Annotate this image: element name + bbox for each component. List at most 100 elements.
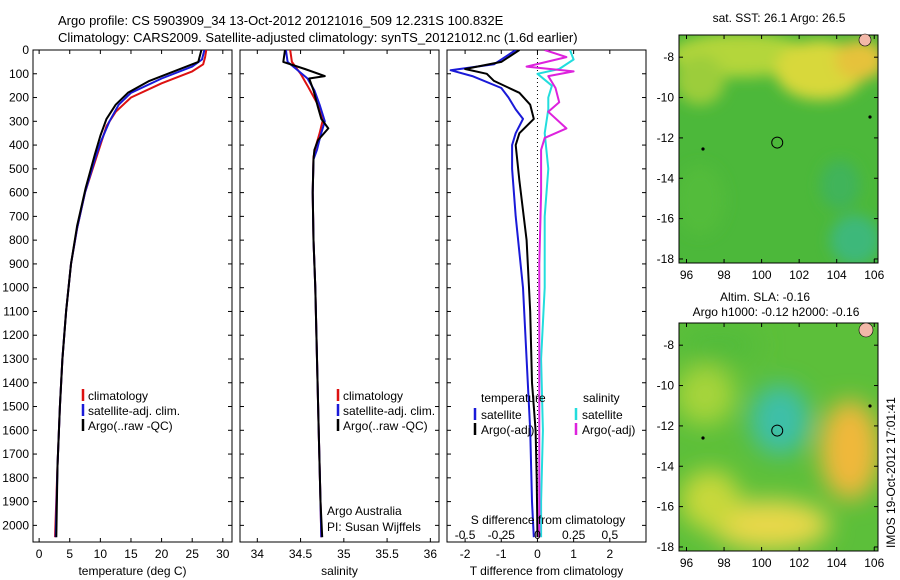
island-dot	[868, 404, 872, 408]
map-y-tick-label: -8	[663, 338, 674, 352]
temperature-panel: 0100200300400500600700800900100011001200…	[2, 43, 233, 578]
depth-tick-label: 500	[9, 162, 29, 176]
depth-tick-label: 1300	[2, 352, 29, 366]
depth-tick-label: 2000	[2, 518, 29, 532]
island-dot	[701, 147, 705, 151]
map-y-tick-label: -16	[657, 500, 675, 514]
x-tick-label: 0	[36, 547, 43, 561]
map-y-tick-label: -10	[657, 379, 675, 393]
island-dot	[701, 436, 705, 440]
legend-heading: temperature	[481, 391, 546, 405]
map-y-tick-label: -10	[657, 91, 675, 105]
depth-tick-label: 600	[9, 186, 29, 200]
map-y-tick-label: -14	[657, 171, 675, 185]
land-patch	[858, 33, 872, 47]
series-s-satellite	[536, 50, 575, 538]
x-tick-label: 35.5	[375, 547, 399, 561]
map-x-tick-label: 106	[864, 556, 884, 570]
map-y-tick-label: -18	[657, 252, 675, 266]
x-tick-label: 20	[155, 547, 169, 561]
legend-heading: salinity	[583, 391, 620, 405]
s-tick-label: 0	[534, 528, 541, 542]
legend-label: Argo(..raw -QC)	[343, 419, 428, 433]
map-x-tick-label: 98	[717, 268, 731, 282]
title-line-2: Climatology: CARS2009. Satellite-adjuste…	[58, 30, 578, 45]
legend-label: satellite-adj. clim.	[88, 404, 180, 418]
map-y-tick-label: -12	[657, 131, 675, 145]
plot-frame	[239, 49, 440, 543]
x-tick-label: 1	[570, 547, 577, 561]
series-t-argo-adj	[464, 50, 539, 538]
depth-tick-label: 800	[9, 233, 29, 247]
salinity-panel: 34 34.5 35 35.5 36 salinity climatologysatelli…	[239, 49, 440, 578]
map-x-tick-label: 96	[680, 556, 694, 570]
x-tick-label: 35	[337, 547, 351, 561]
depth-tick-label: 1700	[2, 447, 29, 461]
depth-tick-label: 1000	[2, 281, 29, 295]
depth-tick-label: 700	[9, 209, 29, 223]
series-group	[449, 50, 575, 538]
series-argo-raw-qc	[282, 50, 330, 538]
plot-frame	[446, 49, 647, 543]
x-tick-label: 36	[424, 547, 438, 561]
x-tick-label: -2	[460, 547, 471, 561]
depth-tick-label: 100	[9, 67, 29, 81]
depth-tick-label: 1900	[2, 495, 29, 509]
sla-map-title-line-2: Argo h1000: -0.12 h2000: -0.16	[693, 305, 860, 319]
map-y-tick-label: -16	[657, 212, 675, 226]
legend-label: Argo(-adj)	[481, 423, 534, 437]
x-axis-label: T difference from climatology	[470, 564, 624, 578]
credit-line: Argo Australia	[327, 504, 402, 518]
map-x-tick-label: 102	[789, 268, 809, 282]
x-tick-label: 10	[94, 547, 108, 561]
x-tick-label: 2	[606, 547, 613, 561]
title-line-1: Argo profile: CS 5903909_34 13-Oct-2012 …	[58, 13, 504, 28]
depth-tick-label: 1400	[2, 376, 29, 390]
map-x-tick-label: 100	[752, 556, 772, 570]
sst-map: 96 98 100 102 104 106 -8 -10 -12 -14 -16 -18 sat. S…	[657, 11, 885, 282]
map-x-tick-label: 104	[827, 268, 847, 282]
map-y-tick-label: -8	[663, 50, 674, 64]
x-tick-label: 34.5	[289, 547, 313, 561]
legend-label: satellite	[582, 408, 623, 422]
series-argo-raw-qc	[55, 50, 203, 538]
s-tick-label: -0.5	[455, 528, 476, 542]
legend-label: climatology	[343, 389, 403, 403]
depth-tick-label: 0	[22, 43, 29, 57]
legend-label: climatology	[88, 389, 148, 403]
map-x-tick-label: 96	[680, 268, 694, 282]
legend-label: satellite	[481, 408, 522, 422]
x-axis-label: temperature (deg C)	[78, 564, 186, 578]
map-y-tick-label: -18	[657, 540, 675, 554]
depth-tick-label: 400	[9, 138, 29, 152]
depth-tick-label: 1500	[2, 400, 29, 414]
map-x-tick-label: 102	[789, 556, 809, 570]
x-tick-label: 30	[216, 547, 230, 561]
legend-label: satellite-adj. clim.	[343, 404, 435, 418]
land-patch	[858, 322, 874, 338]
series-group	[282, 50, 330, 538]
map-x-tick-label: 100	[752, 268, 772, 282]
sla-map-title-line-1: Altim. SLA: -0.16	[720, 290, 810, 304]
argo-location-marker	[771, 136, 784, 149]
sla-map: 96 98 100 102 104 106 -8 -10 -12 -14 -16 -18 Altim.…	[657, 290, 885, 570]
map-y-tick-label: -14	[657, 459, 675, 473]
x-tick-label: 15	[124, 547, 138, 561]
argo-location-marker	[771, 424, 784, 437]
s-tick-label: 0.5	[601, 528, 618, 542]
s-axis-label: S difference from climatology	[471, 513, 626, 527]
depth-tick-label: 300	[9, 114, 29, 128]
legend-label: Argo(..raw -QC)	[88, 419, 173, 433]
depth-tick-label: 1600	[2, 423, 29, 437]
x-tick-label: 34	[251, 547, 265, 561]
depth-tick-label: 1100	[3, 304, 29, 318]
map-x-tick-label: 106	[864, 268, 884, 282]
map-x-tick-label: 98	[717, 556, 731, 570]
s-tick-label: 0.25	[562, 528, 586, 542]
map-x-tick-label: 104	[827, 556, 847, 570]
series-t-satellite	[449, 50, 535, 538]
series-s-argo-adj	[525, 50, 575, 538]
island-dot	[868, 115, 872, 119]
depth-tick-label: 1800	[2, 471, 29, 485]
